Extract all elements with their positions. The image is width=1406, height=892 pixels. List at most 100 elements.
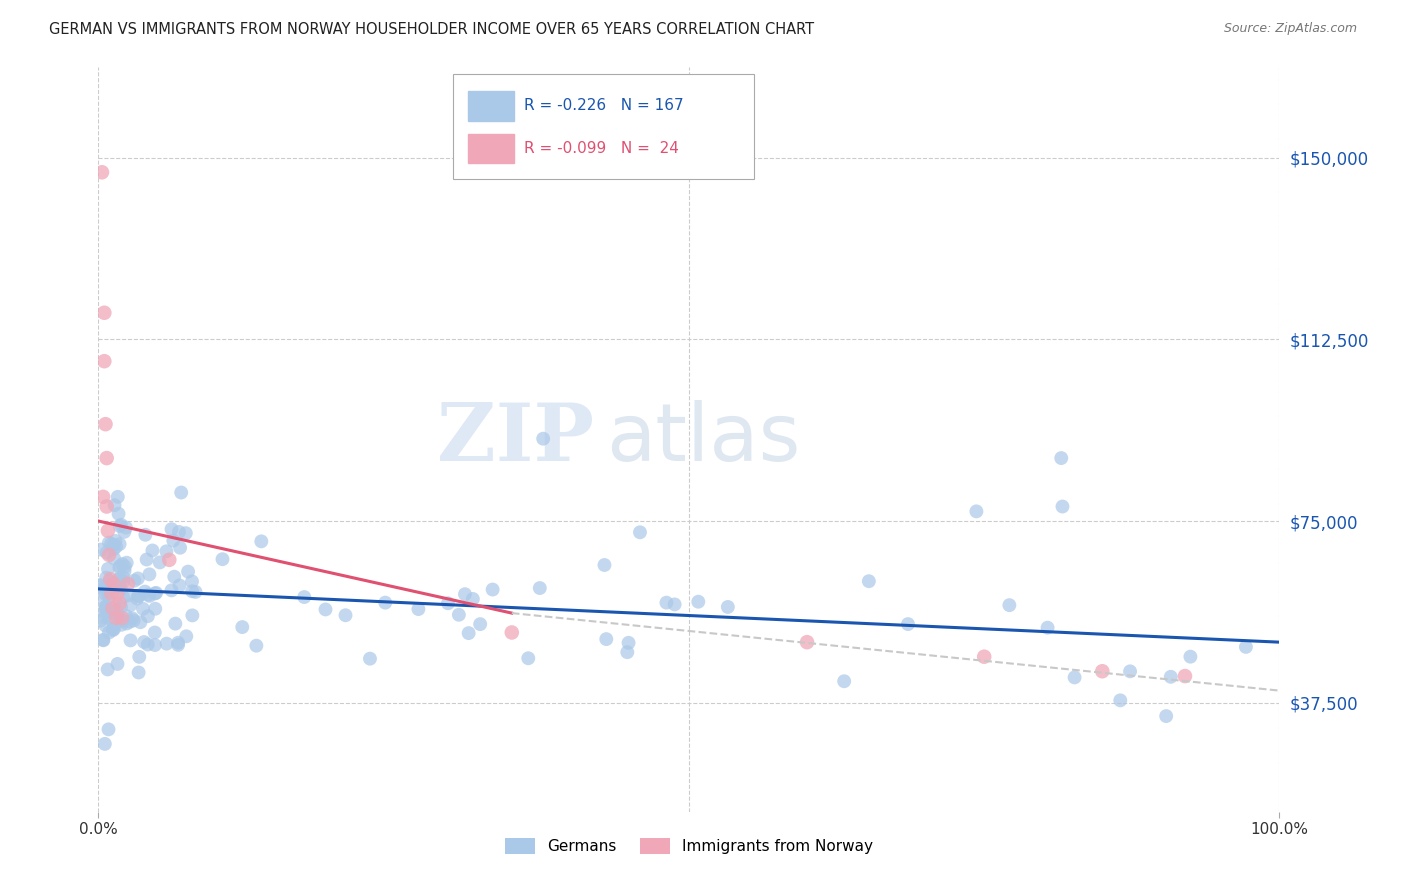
Point <box>1174 669 1197 683</box>
Point <box>169 541 191 555</box>
Point <box>112 614 135 628</box>
Point <box>145 586 167 600</box>
Point <box>181 574 204 589</box>
Point <box>110 517 132 532</box>
Point <box>97 586 120 600</box>
Point <box>101 606 124 620</box>
Point <box>94 618 117 632</box>
Point <box>108 560 131 574</box>
Point <box>97 723 120 737</box>
Text: GERMAN VS IMMIGRANTS FROM NORWAY HOUSEHOLDER INCOME OVER 65 YEARS CORRELATION CH: GERMAN VS IMMIGRANTS FROM NORWAY HOUSEHO… <box>49 22 814 37</box>
Point <box>998 598 1021 612</box>
Point <box>112 570 135 584</box>
Point <box>143 638 166 652</box>
Point <box>1234 640 1257 654</box>
Point <box>129 615 152 630</box>
Point <box>167 524 190 539</box>
Point <box>108 614 131 628</box>
Point <box>132 635 155 649</box>
Point <box>165 616 187 631</box>
Point <box>616 645 638 659</box>
FancyBboxPatch shape <box>468 92 515 120</box>
Point <box>108 572 131 586</box>
Point <box>98 574 121 589</box>
Point <box>1154 709 1177 723</box>
Point <box>103 542 125 557</box>
Point <box>115 609 138 624</box>
Point <box>97 625 120 640</box>
Point <box>128 589 150 603</box>
Point <box>112 524 135 539</box>
Point <box>97 662 120 676</box>
Point <box>114 559 136 574</box>
Point <box>103 577 125 591</box>
Point <box>181 584 204 599</box>
Point <box>105 611 128 625</box>
Point <box>595 632 617 646</box>
Text: R = -0.099   N =  24: R = -0.099 N = 24 <box>523 141 679 155</box>
Point <box>1160 670 1182 684</box>
Point <box>655 596 678 610</box>
Point <box>447 607 470 622</box>
Point <box>517 651 540 665</box>
Point <box>101 624 124 638</box>
Point <box>107 490 129 504</box>
Point <box>143 601 166 615</box>
Point <box>118 615 141 629</box>
Point <box>335 608 357 623</box>
FancyBboxPatch shape <box>453 74 754 178</box>
Point <box>437 596 460 610</box>
Point <box>184 585 207 599</box>
Point <box>105 540 128 554</box>
Point <box>181 608 204 623</box>
Point <box>112 574 135 589</box>
Point <box>103 622 125 636</box>
Point <box>110 582 132 596</box>
Point <box>315 602 337 616</box>
Point <box>531 432 554 446</box>
Point <box>104 599 127 614</box>
Point <box>107 657 129 671</box>
Point <box>688 595 710 609</box>
Point <box>94 417 117 432</box>
Point <box>1050 451 1073 466</box>
Point <box>1063 670 1085 684</box>
Point <box>107 573 129 587</box>
Point <box>136 638 159 652</box>
Point <box>461 591 484 606</box>
Point <box>1119 665 1142 679</box>
Point <box>93 610 115 624</box>
Text: R = -0.226   N = 167: R = -0.226 N = 167 <box>523 98 683 113</box>
Point <box>107 507 129 521</box>
Point <box>481 582 503 597</box>
Point <box>717 599 740 614</box>
Point <box>359 651 381 665</box>
Point <box>108 596 131 610</box>
Point <box>94 599 117 614</box>
Point <box>120 633 142 648</box>
Point <box>155 544 177 558</box>
Point <box>292 590 315 604</box>
Point <box>167 636 190 650</box>
Point <box>374 596 396 610</box>
Point <box>128 665 150 680</box>
Point <box>120 598 142 612</box>
Point <box>101 579 124 593</box>
Point <box>110 599 132 614</box>
Point <box>107 602 129 616</box>
Point <box>832 674 855 689</box>
Point <box>167 638 190 652</box>
Point <box>138 588 160 602</box>
Point <box>101 601 124 615</box>
Point <box>177 565 200 579</box>
Point <box>136 609 159 624</box>
Point <box>160 583 183 598</box>
Point <box>94 581 117 595</box>
Point <box>457 626 479 640</box>
Point <box>112 590 135 604</box>
Point <box>501 625 523 640</box>
Point <box>211 552 233 566</box>
Point <box>108 519 131 533</box>
Point <box>93 354 115 368</box>
Text: ZIP: ZIP <box>437 401 595 478</box>
